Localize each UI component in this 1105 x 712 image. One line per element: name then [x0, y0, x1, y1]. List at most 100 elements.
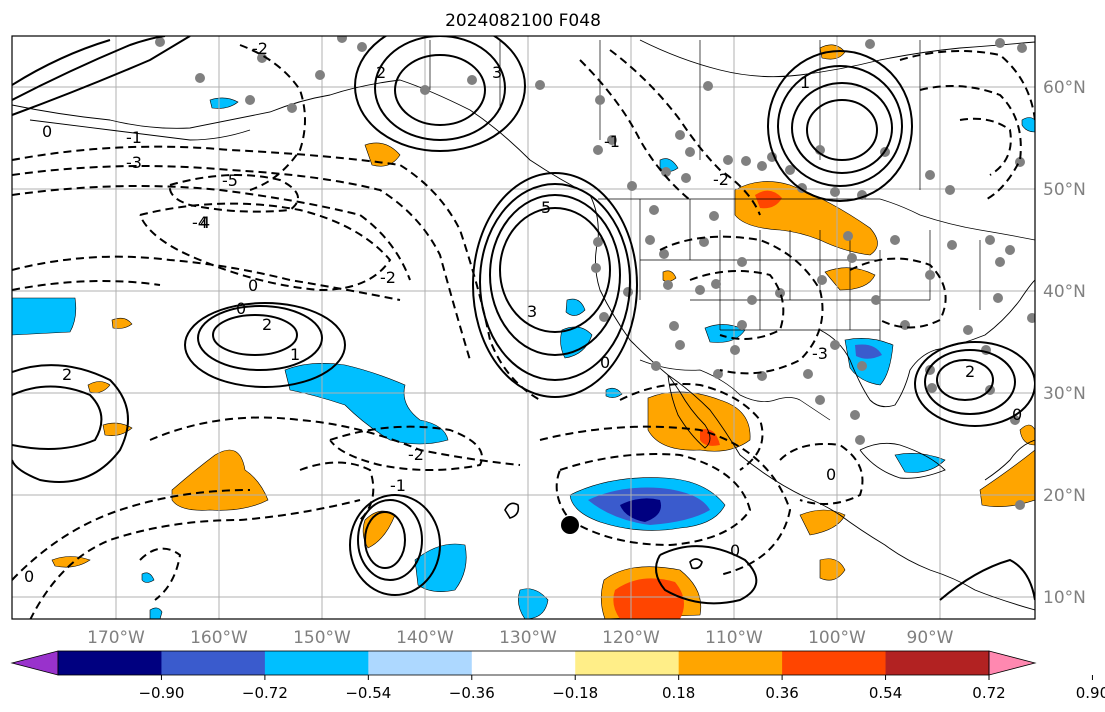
colorbar: −0.90 −0.72 −0.54 −0.36 −0.18 0.18 0.36 0.54 0.7…: [10, 650, 1105, 702]
colorbar-tick-label: 0.36: [765, 684, 798, 702]
contour-labels: 5 4 3 3 2 2 2 2 1 1 0 0 0 0 0 0 0 0 -1 -…: [24, 39, 1022, 586]
shade-negative: [12, 297, 77, 336]
political-borders: [429, 40, 1035, 421]
contour-label: 3: [492, 63, 502, 82]
lon-label: 130°W: [499, 628, 557, 648]
colorbar-segment: [575, 651, 680, 675]
shade-negative: [1021, 117, 1035, 133]
colorbar-tick-label: 0.90: [1076, 684, 1105, 702]
contour-label: -4: [192, 213, 208, 232]
contour-label: -2: [252, 39, 268, 58]
shade-positive: [111, 317, 133, 329]
shade-negative: [141, 572, 155, 583]
contour-label: 0: [236, 299, 246, 318]
map-panel: 5 4 3 3 2 2 2 2 1 1 0 0 0 0 0 0 0 0 -1 -…: [11, 35, 1036, 620]
colorbar-extend-low: [10, 650, 59, 676]
colorbar-segment: [161, 651, 266, 675]
colorbar-tick-label: −0.54: [345, 684, 391, 702]
shade-positive: [799, 509, 846, 536]
lon-label: 160°W: [190, 628, 248, 648]
contour-label: 0: [24, 567, 34, 586]
latitude-labels: 60°N 50°N 40°N 30°N 20°N 10°N: [1043, 78, 1086, 608]
colorbar-tick-label: −0.18: [552, 684, 598, 702]
contour-label: 0: [248, 276, 258, 295]
lat-label: 60°N: [1043, 78, 1086, 98]
colorbar-segment: [58, 651, 162, 675]
contour-label: -5: [222, 171, 238, 190]
colorbar-segment: [264, 651, 369, 675]
contour-label: 0: [600, 353, 610, 372]
lon-label: 150°W: [293, 628, 351, 648]
shade-negative: [284, 363, 449, 445]
colorbar-segment: [885, 651, 990, 675]
shade-positive: [364, 142, 401, 167]
contour-lines: [12, 36, 1035, 605]
colorbar-segment: [782, 651, 887, 675]
map-title: 2024082100 F048: [445, 11, 601, 31]
contour-label: 2: [965, 362, 975, 381]
contour-label: -2: [713, 170, 729, 189]
lat-label: 30°N: [1043, 384, 1086, 404]
colorbar-segments: [58, 651, 990, 675]
colorbar-ticks: −0.90 −0.72 −0.54 −0.36 −0.18 0.18 0.36 0.54 0.7…: [138, 675, 1105, 702]
colorbar-segment: [471, 651, 576, 675]
colorbar-tick-label: 0.72: [972, 684, 1005, 702]
colorbar-segment: [678, 651, 783, 675]
colorbar-segment: [368, 651, 473, 675]
shade-negative: [620, 498, 661, 522]
longitude-labels: 170°W 160°W 150°W 140°W 130°W 120°W 110°…: [87, 628, 954, 648]
shade-negative: [855, 344, 882, 359]
contour-label: -3: [126, 153, 142, 172]
shade-positive: [979, 449, 1035, 507]
colorbar-tick-label: 0.18: [662, 684, 695, 702]
contour-label: 1: [290, 345, 300, 364]
lon-label: 110°W: [705, 628, 763, 648]
shade-positive: [755, 190, 782, 209]
lon-label: 170°W: [87, 628, 145, 648]
lat-label: 50°N: [1043, 180, 1086, 200]
shade-positive: [102, 422, 133, 436]
colorbar-tick-label: −0.36: [449, 684, 495, 702]
lat-label: 40°N: [1043, 282, 1086, 302]
lat-label: 10°N: [1043, 588, 1086, 608]
shade-positive: [819, 558, 846, 581]
lon-label: 90°W: [907, 628, 954, 648]
contour-label: 2: [262, 315, 272, 334]
shade-negative: [565, 298, 586, 316]
station-dots: [155, 36, 1035, 510]
shade-negative: [518, 588, 549, 619]
colorbar-frame: [57, 650, 990, 676]
lon-label: 100°W: [808, 628, 866, 648]
small-contour-loop: [689, 558, 703, 570]
contour-label: -1: [390, 476, 406, 495]
lon-label: 120°W: [602, 628, 660, 648]
storm-center-marker: [561, 516, 579, 534]
contour-label: 0: [1012, 405, 1022, 424]
contour-label: 2: [376, 63, 386, 82]
contour-label: 3: [527, 302, 537, 321]
contour-label: -1: [604, 132, 620, 151]
contour-label: 1: [800, 73, 810, 92]
contour-label: 4: [200, 213, 210, 232]
contour-lines-negative: [12, 44, 1035, 619]
contour-label: -3: [812, 344, 828, 363]
shade-negative: [894, 453, 946, 473]
shade-positive: [51, 556, 91, 568]
map-frame: [11, 35, 1036, 620]
contour-label: -2: [408, 445, 424, 464]
lon-label: 140°W: [396, 628, 454, 648]
contour-label: 0: [826, 465, 836, 484]
contour-label: 5: [541, 198, 551, 217]
shade-negative: [149, 607, 163, 619]
map-background: [12, 36, 1035, 619]
lat-label: 20°N: [1043, 486, 1086, 506]
colorbar-tick-label: −0.90: [138, 684, 184, 702]
colorbar-tick-label: −0.72: [242, 684, 288, 702]
contour-label: 2: [62, 365, 72, 384]
contour-label: -2: [380, 268, 396, 287]
shade-positive: [1019, 424, 1035, 446]
contour-label: -1: [126, 128, 142, 147]
small-contour-loop: [504, 502, 520, 519]
contour-label: 0: [42, 122, 52, 141]
